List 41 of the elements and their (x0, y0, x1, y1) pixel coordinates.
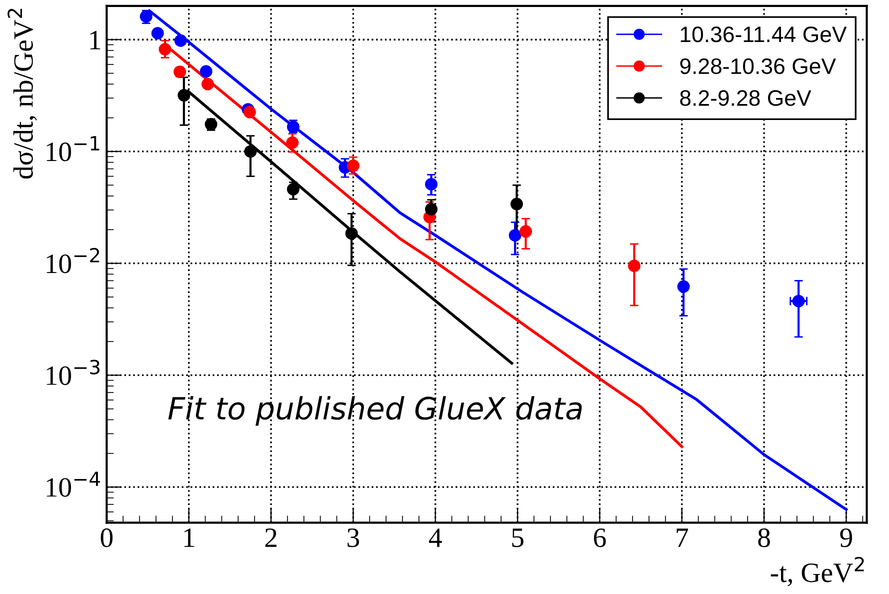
legend-label: 10.36-11.44 GeV (680, 26, 847, 42)
point (151, 27, 164, 40)
y-tick-label: 10$^{−4}$ (46, 472, 100, 497)
x-tick-label: 3 (348, 528, 360, 548)
point (244, 145, 257, 158)
x-tick-label: 1 (184, 528, 194, 547)
y-axis-title: dσ/dt, nb/GeV$^{2}$ (8, 8, 37, 179)
legend-label: 9.28-10.36 GeV (680, 58, 836, 74)
x-tick-label: 8 (758, 528, 770, 548)
x-tick-label: 6 (594, 528, 606, 548)
annotation: Fit to published GlueX data (168, 396, 582, 426)
point (510, 198, 523, 210)
x-tick-label: 0 (100, 528, 113, 548)
point (677, 280, 690, 293)
point (158, 43, 172, 56)
point (425, 178, 438, 190)
point (174, 66, 186, 78)
y-tick-label: 10$^{−3}$ (46, 360, 100, 386)
point (200, 65, 212, 78)
point (508, 229, 522, 242)
y-tick-label: 10$^{−2}$ (46, 248, 100, 274)
legend-label: 8.2-9.28 GeV (680, 90, 812, 106)
point (628, 260, 640, 272)
y-tick-label: 10$^{−1}$ (46, 136, 100, 162)
x-tick-label: 9 (840, 528, 852, 548)
point (178, 89, 190, 102)
x-tick-label: 7 (676, 528, 688, 547)
point (243, 106, 256, 118)
x-axis-title: -t, GeV$^{2}$ (770, 556, 864, 586)
x-tick-label: 5 (512, 528, 524, 548)
point (792, 294, 805, 308)
point (346, 159, 360, 172)
point (345, 227, 358, 240)
point (425, 202, 438, 216)
point (202, 78, 214, 90)
x-tick-label: 2 (265, 528, 276, 547)
point (286, 136, 299, 149)
point (286, 182, 300, 196)
x-tick-label: 4 (428, 528, 442, 547)
point (520, 225, 532, 238)
y-tick-label: 1 (90, 30, 100, 50)
